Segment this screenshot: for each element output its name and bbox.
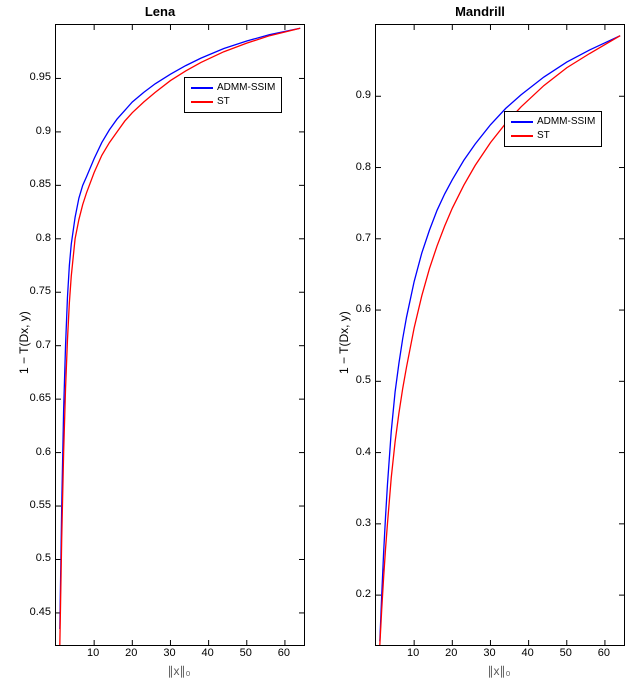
y-tick-label: 0.4 [331,446,371,458]
panel-lena: Lena 1 − T(Dx, y) ∥x∥₀ 1020304050600.450… [0,0,320,685]
y-tick-label: 0.5 [11,552,51,564]
x-tick-label: 30 [483,647,495,659]
x-tick-label: 60 [278,647,290,659]
y-tick-label: 0.9 [331,89,371,101]
legend-swatch [511,135,533,137]
x-tick-label: 40 [201,647,213,659]
y-tick-label: 0.45 [11,606,51,618]
legend-item: ST [191,95,275,109]
x-axis-label: ∥x∥₀ [375,664,623,678]
x-tick-label: 10 [407,647,419,659]
x-tick-label: 50 [560,647,572,659]
legend-label: ADMM-SSIM [537,116,595,127]
y-tick-label: 0.6 [11,446,51,458]
legend-swatch [191,87,213,89]
x-axis-label: ∥x∥₀ [55,664,303,678]
y-tick-label: 0.55 [11,499,51,511]
y-tick-label: 0.8 [331,161,371,173]
y-tick-label: 0.9 [11,125,51,137]
legend-item: ADMM-SSIM [511,115,595,129]
panel-title: Mandrill [320,4,640,19]
y-tick-label: 0.7 [11,339,51,351]
legend-label: ST [217,96,230,107]
x-tick-label: 60 [598,647,610,659]
y-tick-label: 0.5 [331,374,371,386]
x-tick-label: 20 [125,647,137,659]
y-tick-label: 0.75 [11,285,51,297]
panel-mandrill: Mandrill 1 − T(Dx, y) ∥x∥₀ 10 20 30 40 50 60 0… [320,0,640,685]
x-tick-label: 30 [163,647,175,659]
y-tick-label: 0.85 [11,178,51,190]
x-tick-label: 10 [87,647,99,659]
y-tick-label: 0.65 [11,392,51,404]
plot-area [55,24,305,646]
legend-swatch [511,121,533,123]
y-tick-label: 0.95 [11,71,51,83]
x-tick-label: 40 [521,647,533,659]
panel-title: Lena [0,4,320,19]
series-line [60,28,300,645]
y-tick-label: 0.7 [331,232,371,244]
legend: ADMM-SSIM ST [504,111,602,147]
y-tick-label: 0.6 [331,303,371,315]
legend-swatch [191,101,213,103]
figure: Lena 1 − T(Dx, y) ∥x∥₀ 1020304050600.450… [0,0,640,685]
legend: ADMM-SSIM ST [184,77,282,113]
legend-label: ADMM-SSIM [217,82,275,93]
legend-item: ST [511,129,595,143]
legend-item: ADMM-SSIM [191,81,275,95]
series-line [60,28,300,629]
y-axis-label: 1 − T(Dx, y) [337,311,351,374]
x-tick-label: 50 [240,647,252,659]
x-tick-label: 20 [445,647,457,659]
y-tick-label: 0.3 [331,517,371,529]
y-tick-label: 0.8 [11,232,51,244]
chart-svg [56,25,304,645]
legend-label: ST [537,130,550,141]
y-tick-label: 0.2 [331,588,371,600]
